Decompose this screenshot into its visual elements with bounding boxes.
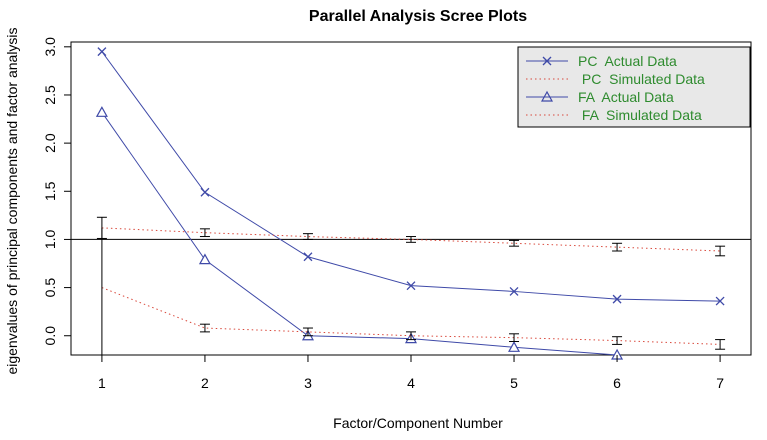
y-tick-label: 2.5 [42, 85, 58, 105]
series-line [101, 112, 618, 356]
x-tick-label: 4 [407, 375, 415, 391]
y-axis-label: eigenvalues of principal components and … [4, 27, 20, 374]
y-tick-label: 0.0 [42, 326, 58, 346]
x-marker-stroke [303, 252, 313, 262]
legend-item-3: FA Simulated Data [526, 107, 702, 123]
y-tick-label: 2.0 [42, 133, 58, 153]
x-marker-stroke [406, 281, 416, 291]
data-point-triangle [508, 341, 521, 352]
series-3 [101, 287, 726, 350]
legend-box [517, 46, 751, 128]
x-marker-stroke [612, 294, 622, 304]
error-bar [715, 245, 726, 257]
series-1 [96, 216, 726, 257]
series-0 [97, 47, 725, 306]
series-2 [95, 106, 624, 360]
error-bar [509, 239, 520, 247]
error-bar [302, 327, 313, 337]
error-bar [302, 233, 313, 240]
data-point-x [612, 294, 622, 304]
legend-label: PC Simulated Data [578, 71, 705, 87]
x-marker-stroke [715, 296, 725, 306]
y-tick-label: 1.0 [42, 229, 58, 249]
error-bar [406, 236, 416, 243]
legend: PC Actual Data PC Simulated Data FA Actua… [517, 46, 751, 128]
x-marker-stroke [509, 286, 519, 296]
x-axis-label: Factor/Component Number [333, 415, 503, 431]
axes-group: 0.0 0.5 1.0 1.5 2.0 2.5 3.0 1 2 3 4 5 6 7 [42, 37, 724, 391]
x-tick-label: 7 [716, 375, 724, 391]
legend-item-0: PC Actual Data [526, 53, 677, 69]
chart-title: Parallel Analysis Scree Plots [309, 8, 527, 25]
x-tick-label: 2 [201, 375, 209, 391]
legend-x-marker [542, 56, 552, 66]
series-group [95, 47, 726, 360]
data-point-x [200, 187, 210, 197]
data-point-triangle [95, 106, 108, 117]
x-tick-label: 1 [98, 375, 106, 391]
legend-item-1: PC Simulated Data [526, 71, 705, 87]
data-point-x [509, 286, 519, 296]
legend-label: FA Simulated Data [578, 107, 702, 123]
x-marker-stroke [97, 47, 107, 57]
error-bar [406, 331, 416, 341]
error-bar [199, 323, 210, 333]
data-point-triangle [198, 253, 211, 265]
x-marker-stroke [200, 187, 210, 197]
error-bar [612, 242, 623, 252]
data-point-x [715, 296, 725, 306]
data-point-x [303, 252, 313, 262]
data-point-x [97, 47, 107, 57]
error-bar [509, 333, 520, 343]
legend-label: PC Actual Data [578, 53, 677, 69]
y-tick-label: 3.0 [42, 37, 58, 57]
error-bar [612, 336, 623, 345]
y-tick-label: 0.5 [42, 278, 58, 298]
x-tick-label: 5 [510, 375, 518, 391]
error-bar [199, 228, 210, 238]
x-tick-label: 3 [304, 375, 312, 391]
x-tick-label: 6 [613, 375, 621, 391]
legend-triangle-marker [540, 90, 554, 102]
data-point-x [406, 281, 416, 291]
y-tick-label: 1.5 [42, 181, 58, 201]
legend-label: FA Actual Data [578, 89, 674, 105]
legend-item-2: FA Actual Data [526, 89, 674, 105]
error-bar [715, 339, 726, 350]
